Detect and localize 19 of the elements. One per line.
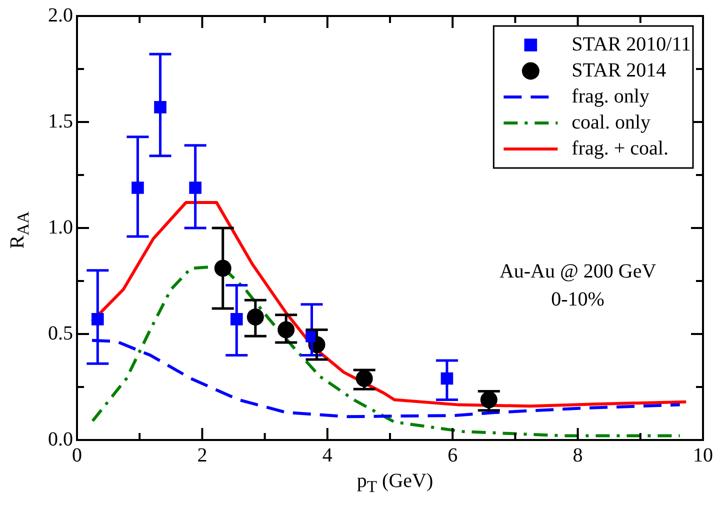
y-tick-label: 1.5 (48, 110, 73, 132)
y-tick-label: 0.0 (48, 428, 73, 450)
legend-label: frag. + coal. (572, 137, 668, 160)
annotation: 0-10% (551, 288, 604, 310)
x-tick-label: 0 (72, 444, 82, 466)
x-axis-title: p$_{T}$ (GeV) (356, 470, 434, 497)
x-tick-label: 8 (572, 444, 583, 466)
y-tick-label: 1.0 (48, 216, 73, 238)
y-tick-label: 0.5 (48, 322, 73, 344)
x-tick-label: 4 (322, 444, 332, 466)
legend-label: STAR 2010/11 (572, 33, 692, 56)
annotation: Au-Au @ 200 GeV (499, 260, 657, 282)
x-tick-label: 10 (693, 444, 713, 466)
y-tick-label: 2.0 (48, 4, 73, 26)
x-tick-label: 6 (448, 444, 458, 466)
legend-label: STAR 2014 (572, 59, 666, 82)
legend-label: coal. only (572, 111, 651, 134)
legend-label: frag. only (572, 85, 650, 108)
x-tick-label: 2 (197, 444, 208, 466)
